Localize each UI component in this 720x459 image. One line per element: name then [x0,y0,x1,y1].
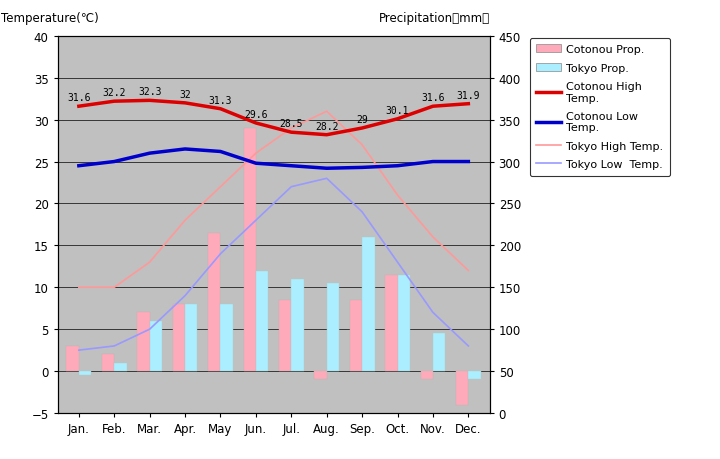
Text: 31.3: 31.3 [209,95,233,105]
Bar [114,363,127,371]
Text: 32.2: 32.2 [102,88,126,98]
Bar [208,233,220,371]
Text: 31.6: 31.6 [421,93,445,103]
Bar [185,304,197,371]
Text: 32.3: 32.3 [138,87,161,97]
Text: 28.5: 28.5 [279,119,303,129]
Bar [397,275,410,371]
Bar [468,371,481,380]
Bar [256,271,269,371]
Text: Temperature(℃): Temperature(℃) [1,12,99,25]
Bar [350,300,362,371]
Bar [385,275,397,371]
Text: 29: 29 [356,115,368,124]
Bar [456,371,468,405]
Text: 32: 32 [179,90,191,100]
Legend: Cotonou Prop., Tokyo Prop., Cotonou High
Temp., Cotonou Low
Temp., Tokyo High Te: Cotonou Prop., Tokyo Prop., Cotonou High… [530,39,670,176]
Text: 28.2: 28.2 [315,121,338,131]
Bar [150,321,162,371]
Text: 31.6: 31.6 [67,93,91,103]
Text: 31.9: 31.9 [456,90,480,100]
Bar [66,346,79,371]
Bar [420,371,433,380]
Bar [315,371,327,380]
Bar [243,129,256,371]
Bar [292,279,304,371]
Text: 29.6: 29.6 [244,110,268,119]
Bar [362,237,374,371]
Text: 30.1: 30.1 [386,106,409,115]
Text: Precipitation（mm）: Precipitation（mm） [379,12,490,25]
Bar [138,313,150,371]
Bar [327,284,339,371]
Bar [173,304,185,371]
Bar [102,354,114,371]
Bar [279,300,292,371]
Bar [433,334,446,371]
Bar [79,371,91,375]
Bar [220,304,233,371]
